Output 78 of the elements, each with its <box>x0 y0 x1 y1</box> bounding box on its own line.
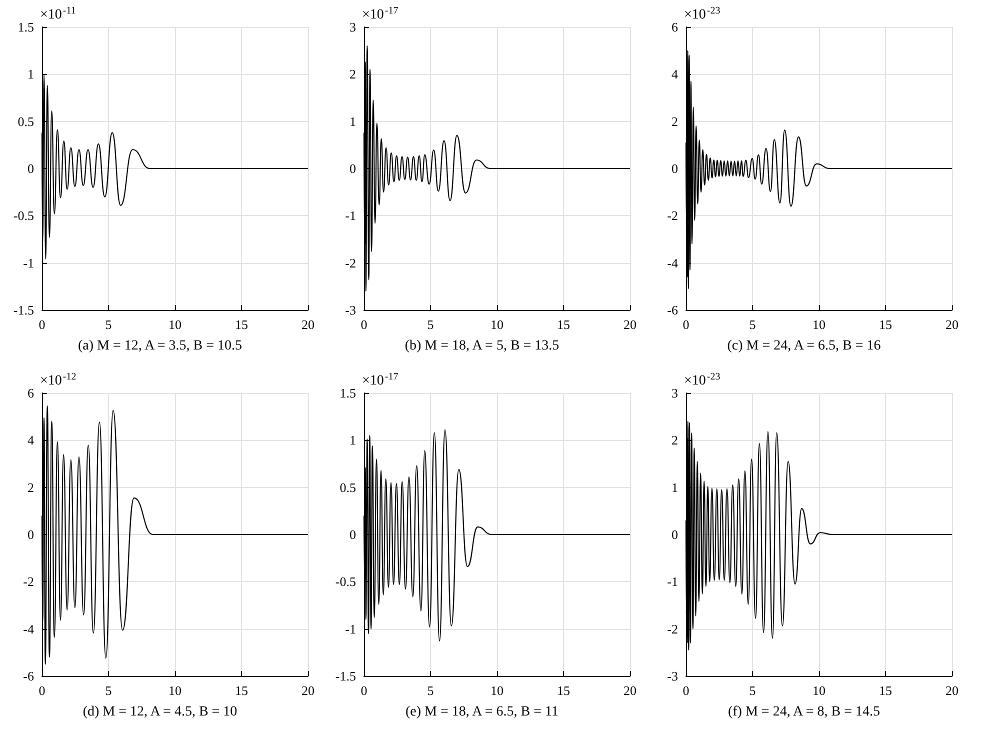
y-tick-label: 0 <box>28 161 34 176</box>
text: (a) M = 12, A = 3.5, B = 10.5 <box>78 338 242 354</box>
y-tick-label: -0.5 <box>335 574 356 590</box>
x-tick-label: 10 <box>168 317 182 332</box>
y-tick-label: 6 <box>672 20 678 34</box>
x-tick-label: 20 <box>302 683 314 698</box>
y-tick-label: 3 <box>672 386 678 400</box>
y-tick-label: 1 <box>350 114 356 129</box>
y-tick-label: -0.5 <box>13 208 34 224</box>
x-tick-label: 5 <box>427 317 434 332</box>
x-tick-label: 10 <box>490 317 504 332</box>
x-tick-label: 15 <box>235 683 248 698</box>
x-tick-label: 20 <box>946 317 958 332</box>
text: (b) M = 18, A = 5, B = 13.5 <box>404 338 560 354</box>
y-tick-label: -6 <box>667 302 678 318</box>
x-tick-label: 15 <box>557 317 570 332</box>
y-tick-label: -1.5 <box>335 668 356 684</box>
x-tick-label: 15 <box>235 317 248 332</box>
y-tick-label: -2 <box>667 621 678 636</box>
y-tick-label: 0 <box>672 161 678 176</box>
x-tick-label: 10 <box>490 683 504 698</box>
x-tick-label: 0 <box>38 317 46 332</box>
y-tick-label: 0 <box>672 527 678 542</box>
y-tick-label: 2 <box>672 114 678 129</box>
y-tick-label: 2 <box>672 432 678 448</box>
y-tick-label: 1.5 <box>18 20 34 34</box>
y-tick-label: 2 <box>350 66 356 82</box>
x-tick-label: 0 <box>360 683 368 698</box>
x-tick-label: 20 <box>624 317 636 332</box>
x-tick-label: 20 <box>946 683 958 698</box>
x-tick-label: 0 <box>682 317 690 332</box>
x-tick-label: 5 <box>749 683 756 698</box>
y-tick-label: -3 <box>667 668 678 684</box>
text: (c) M = 24, A = 6.5, B = 16 <box>727 338 881 354</box>
y-tick-label: -2 <box>345 255 356 270</box>
x-tick-label: 0 <box>38 683 46 698</box>
y-tick-label: 0.5 <box>18 114 34 129</box>
y-tick-label: -1 <box>23 255 34 270</box>
y-tick-label: -4 <box>23 621 34 636</box>
y-tick-label: -1 <box>667 574 678 590</box>
x-tick-label: 5 <box>105 683 112 698</box>
y-tick-label: -1 <box>345 621 356 636</box>
x-tick-label: 20 <box>302 317 314 332</box>
y-tick-label: 1 <box>672 480 678 495</box>
text: (e) M = 18, A = 6.5, B = 11 <box>405 704 559 720</box>
y-tick-label: -1.5 <box>13 302 34 318</box>
y-tick-label: -2 <box>23 574 34 590</box>
y-tick-label: 6 <box>28 386 34 400</box>
x-tick-label: 5 <box>427 683 434 698</box>
x-tick-label: 0 <box>682 683 690 698</box>
y-tick-label: 0.5 <box>340 480 356 495</box>
text: (d) M = 12, A = 4.5, B = 10 <box>82 704 238 720</box>
x-tick-label: 10 <box>812 317 826 332</box>
x-tick-label: 15 <box>879 683 892 698</box>
x-tick-label: 10 <box>168 683 182 698</box>
y-tick-label: 1 <box>28 66 34 82</box>
x-tick-label: 0 <box>360 317 368 332</box>
text: (f) M = 24, A = 8, B = 14.5 <box>728 704 880 720</box>
y-tick-label: 1 <box>350 432 356 448</box>
x-tick-label: 15 <box>557 683 570 698</box>
y-tick-label: 4 <box>672 66 678 82</box>
y-tick-label: 0 <box>28 527 34 542</box>
y-tick-label: 3 <box>350 20 356 34</box>
y-tick-label: 1.5 <box>340 386 356 400</box>
y-tick-label: -3 <box>345 302 356 318</box>
y-tick-label: -1 <box>345 208 356 224</box>
y-tick-label: 4 <box>28 432 34 448</box>
y-tick-label: -2 <box>667 208 678 224</box>
x-tick-label: 15 <box>879 317 892 332</box>
x-tick-label: 5 <box>105 317 112 332</box>
y-tick-label: 0 <box>350 527 356 542</box>
x-tick-label: 10 <box>812 683 826 698</box>
x-tick-label: 20 <box>624 683 636 698</box>
x-tick-label: 5 <box>749 317 756 332</box>
y-tick-label: 2 <box>28 480 34 495</box>
y-tick-label: -6 <box>23 668 34 684</box>
y-tick-label: 0 <box>350 161 356 176</box>
y-tick-label: -4 <box>667 255 678 270</box>
